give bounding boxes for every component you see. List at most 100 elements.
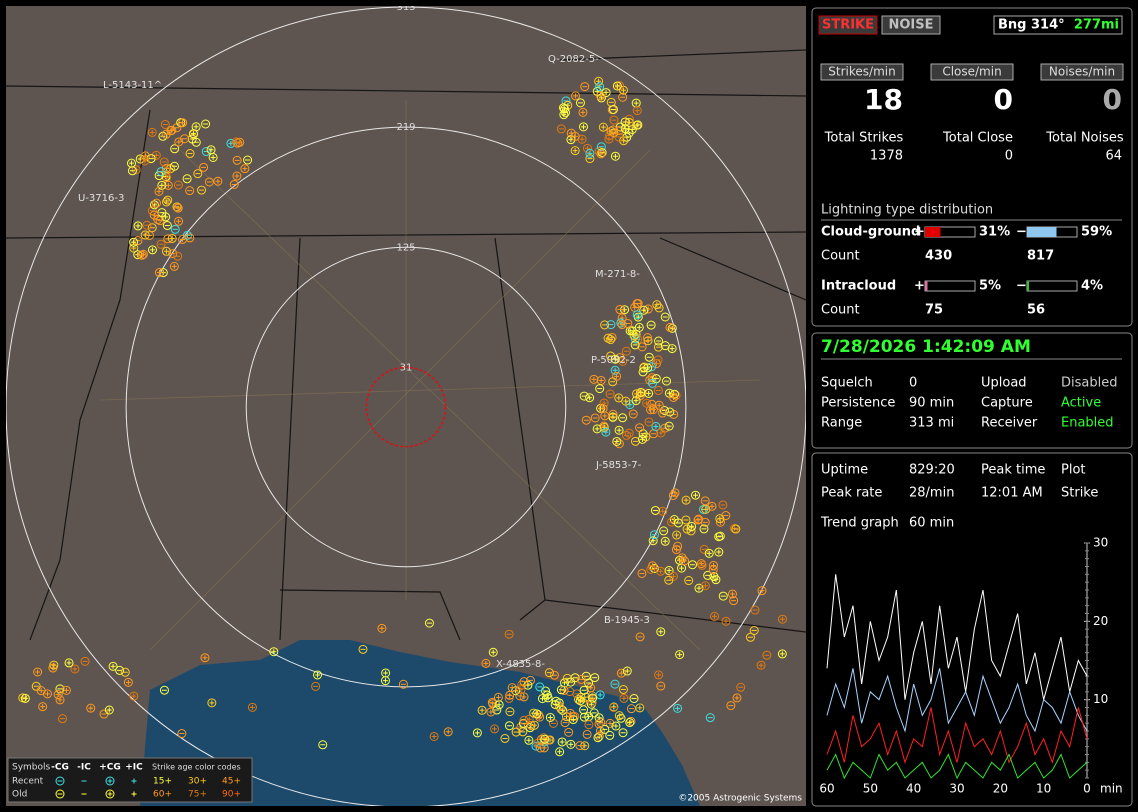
strike-symbol — [715, 514, 725, 524]
storm-label: J-5853-7- — [595, 460, 642, 471]
strike-symbol — [756, 660, 766, 670]
strike-symbol — [554, 701, 564, 711]
setting-text: Enabled — [1061, 416, 1114, 431]
mode-button-label: STRIKE — [822, 18, 874, 33]
strike-symbol — [581, 415, 591, 425]
strike-symbol — [624, 128, 634, 138]
strike-symbol — [729, 596, 739, 606]
strike-symbol — [672, 530, 682, 540]
rate-label: Close/min — [942, 65, 1001, 79]
strike-symbol — [516, 685, 526, 695]
rate-button[interactable] — [1040, 63, 1124, 81]
strike-symbol — [86, 703, 96, 713]
strike-symbol — [590, 413, 600, 423]
strike-symbol — [600, 320, 610, 330]
strike-symbol — [511, 727, 521, 737]
sign: + — [914, 225, 925, 240]
strike-symbol — [658, 408, 668, 418]
total-label: Total Strikes — [824, 131, 904, 146]
strike-symbol — [519, 677, 529, 687]
pct-bar — [925, 281, 928, 291]
strike-symbol — [610, 151, 620, 161]
strike-symbol — [732, 693, 742, 703]
rate-button[interactable] — [930, 63, 1014, 81]
panel-status — [811, 7, 1133, 327]
strike-symbol — [185, 186, 195, 196]
x-tick-label: 60 — [819, 782, 834, 796]
strike-symbol — [380, 676, 390, 686]
strike-symbol — [540, 734, 550, 744]
rate-value: 0 — [1103, 83, 1122, 116]
strike-symbol — [197, 185, 207, 195]
strike-symbol — [601, 88, 611, 98]
strike-symbol — [632, 310, 642, 320]
total-value: 1378 — [870, 149, 903, 164]
strike-symbol — [159, 685, 169, 695]
strike-symbol — [656, 681, 666, 691]
strike-symbol — [664, 575, 674, 585]
strike-symbol — [488, 647, 498, 657]
strike-symbol — [596, 149, 606, 159]
strike-symbol — [675, 650, 685, 660]
strike-symbol — [204, 177, 214, 187]
x-tick-label: 0 — [1083, 782, 1091, 796]
mode-button[interactable] — [818, 15, 878, 35]
strike-symbol — [504, 629, 514, 639]
strike-symbol — [157, 180, 167, 190]
strike-symbol — [507, 683, 517, 693]
strike-symbol — [700, 581, 710, 591]
strike-symbol — [61, 685, 71, 695]
setting-text: Squelch — [821, 376, 873, 391]
strike-symbol — [548, 718, 558, 728]
strike-symbol — [153, 215, 163, 225]
legend-symbol — [105, 789, 115, 799]
strike-symbol — [629, 694, 639, 704]
sign: + — [914, 279, 925, 294]
strike-symbol — [575, 98, 585, 108]
strike-symbol — [694, 583, 704, 593]
strike-symbol — [140, 230, 150, 240]
strike-symbol — [206, 145, 216, 155]
strike-symbol — [177, 729, 187, 739]
strike-symbol — [665, 322, 675, 332]
pct-bar — [925, 227, 941, 237]
mode-button[interactable] — [881, 15, 941, 35]
strike-symbol — [556, 124, 566, 134]
range-ring — [365, 366, 447, 448]
strike-symbol — [660, 423, 670, 433]
pct-label: 4% — [1081, 279, 1103, 294]
strike-symbol — [575, 696, 585, 706]
count-label: Count — [821, 249, 860, 264]
storm-label: M-271-8- — [595, 269, 640, 280]
strike-symbol — [714, 547, 724, 557]
strike-symbol — [178, 118, 188, 128]
strike-symbol — [173, 251, 183, 261]
distribution-title: Lightning type distribution — [821, 203, 993, 218]
strike-symbol — [671, 545, 681, 555]
strike-symbol — [104, 705, 114, 715]
strike-symbol — [614, 711, 624, 721]
pct-label: 5% — [979, 279, 1001, 294]
legend-symbol — [131, 791, 137, 797]
strike-symbol — [524, 735, 534, 745]
strike-symbol — [133, 221, 143, 231]
strike-symbol — [80, 656, 90, 666]
strike-symbol — [377, 623, 387, 633]
strike-symbol — [566, 739, 576, 749]
setting-text: Range — [821, 416, 862, 431]
strike-symbol — [618, 684, 628, 694]
strike-symbol — [560, 718, 570, 728]
strike-symbol — [635, 423, 645, 433]
storm-label: X-4835-8- — [496, 659, 545, 670]
strike-symbol — [598, 122, 608, 132]
trend-line — [826, 707, 1088, 764]
rate-value: 0 — [994, 83, 1013, 116]
strike-symbol — [727, 589, 737, 599]
strike-symbol — [647, 378, 657, 388]
strike-symbol — [649, 530, 659, 540]
strike-symbol — [185, 149, 195, 159]
strike-symbol — [750, 605, 760, 615]
strike-symbol — [494, 700, 504, 710]
legend-age: 90+ — [222, 790, 241, 800]
rate-button[interactable] — [820, 63, 904, 81]
